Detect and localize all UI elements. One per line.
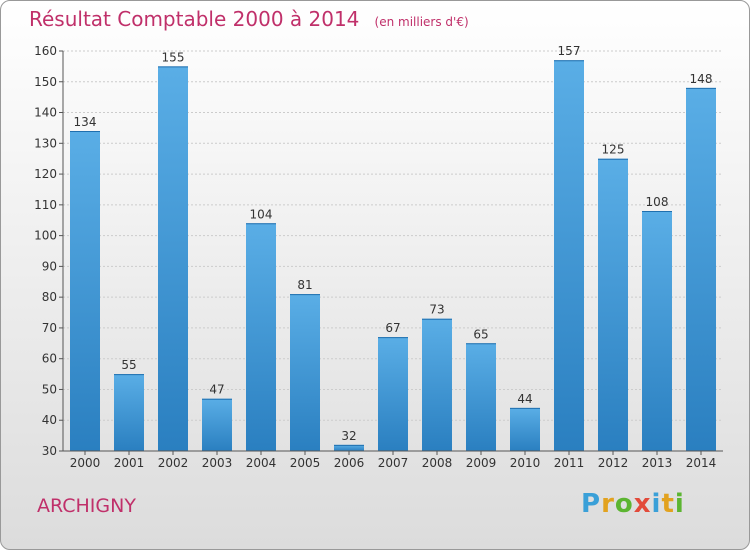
- bar: [642, 211, 672, 451]
- x-tick-label: 2013: [642, 456, 673, 470]
- logo-letter: i: [651, 489, 662, 519]
- x-tick-label: 2003: [202, 456, 233, 470]
- logo-letter: r: [601, 489, 615, 519]
- y-tick-label: 30: [42, 444, 57, 458]
- y-tick-label: 80: [42, 290, 57, 304]
- y-tick-label: 160: [34, 44, 57, 58]
- bar-layer: 134 55 155 47 104 81 32 67 73 65 44 157 125 108 148: [70, 44, 716, 451]
- x-tick-label: 2010: [510, 456, 541, 470]
- x-tick-label: 2002: [158, 456, 189, 470]
- data-label: 155: [162, 50, 185, 64]
- data-label: 104: [250, 207, 273, 221]
- y-tick-label: 120: [34, 167, 57, 181]
- data-label: 108: [646, 195, 669, 209]
- bar: [422, 318, 452, 451]
- x-tick-label: 2000: [70, 456, 101, 470]
- bar: [378, 337, 408, 451]
- logo-letter: o: [614, 489, 634, 519]
- data-label: 134: [74, 115, 97, 129]
- bar: [334, 444, 364, 451]
- bar: [598, 158, 628, 451]
- data-label: 67: [385, 321, 400, 335]
- data-label: 81: [297, 278, 312, 292]
- y-tick-label: 150: [34, 75, 57, 89]
- y-tick-label: 70: [42, 321, 57, 335]
- data-label: 157: [558, 44, 581, 58]
- data-label: 148: [690, 72, 713, 86]
- chart-title: Résultat Comptable 2000 à 2014: [29, 7, 360, 31]
- axis-layer: 30 40 50 60 70 80 90 100 110 120 130 140 150 160 2000 2…: [34, 44, 723, 470]
- logo-letter: P: [581, 489, 602, 519]
- bar: [510, 407, 540, 451]
- bar: [290, 294, 320, 451]
- data-label: 55: [121, 358, 136, 372]
- x-tick-label: 2004: [246, 456, 277, 470]
- data-label: 65: [473, 327, 488, 341]
- data-label: 73: [429, 303, 444, 317]
- bar: [466, 343, 496, 451]
- y-tick-label: 50: [42, 382, 57, 396]
- bar: [158, 66, 188, 451]
- x-tick-label: 2011: [554, 456, 585, 470]
- x-tick-label: 2008: [422, 456, 453, 470]
- y-tick-label: 110: [34, 198, 57, 212]
- y-tick-label: 90: [42, 259, 57, 273]
- y-tick-label: 130: [34, 136, 57, 150]
- proxiti-logo: Proxiti: [581, 489, 685, 519]
- y-tick-label: 100: [34, 229, 57, 243]
- logo-letter: i: [674, 489, 685, 519]
- bar: [202, 398, 232, 451]
- logo-letter: t: [661, 489, 675, 519]
- commune-name: ARCHIGNY: [37, 495, 136, 517]
- data-label: 125: [602, 143, 625, 157]
- bar: [70, 131, 100, 451]
- x-tick-label: 2001: [114, 456, 145, 470]
- bar: [554, 60, 584, 451]
- bar: [114, 374, 144, 451]
- x-tick-label: 2014: [686, 456, 717, 470]
- y-tick-label: 60: [42, 352, 57, 366]
- bar: [246, 223, 276, 451]
- logo-letter: x: [633, 489, 652, 519]
- x-tick-label: 2012: [598, 456, 629, 470]
- x-tick-label: 2005: [290, 456, 321, 470]
- chart-title-block: Résultat Comptable 2000 à 2014 (en milli…: [29, 7, 469, 31]
- y-tick-label: 40: [42, 413, 57, 427]
- x-tick-label: 2009: [466, 456, 497, 470]
- bar: [686, 87, 716, 451]
- x-tick-label: 2006: [334, 456, 365, 470]
- data-label: 44: [517, 392, 532, 406]
- data-label: 47: [209, 383, 224, 397]
- x-tick-label: 2007: [378, 456, 409, 470]
- data-label: 32: [341, 429, 356, 443]
- chart-subtitle: (en milliers d'€): [374, 15, 469, 29]
- y-tick-label: 140: [34, 106, 57, 120]
